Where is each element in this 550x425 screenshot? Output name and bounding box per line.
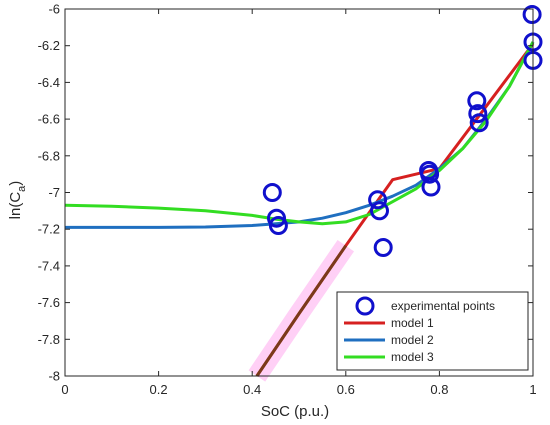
legend-label-experimental-points: experimental points <box>391 299 495 313</box>
data-point <box>420 164 440 184</box>
y-tick-label: -8 <box>48 369 60 384</box>
y-tick-label: -6.6 <box>38 112 60 127</box>
data-point <box>468 104 488 124</box>
data-point <box>467 91 487 111</box>
x-tick-label: 0.4 <box>243 382 261 397</box>
x-tick-label: 0.8 <box>430 382 448 397</box>
points-layer <box>262 5 543 257</box>
data-point <box>262 183 282 202</box>
y-tick-label: -6.8 <box>38 148 60 163</box>
data-point <box>522 5 542 24</box>
lines-layer <box>64 41 535 377</box>
data-point <box>370 201 389 221</box>
ticks-layer: 0 0.2 0.4 0.6 0.8 1 -6 -6.2 -6.4 -6.6 -6.8 -7 -7.2 -7… <box>38 2 537 398</box>
legend-marker-experimental-points <box>355 296 375 316</box>
legend-label-model-3: model 3 <box>391 350 434 364</box>
y-tick-label: -7.2 <box>38 222 60 237</box>
series-line-model-3 <box>64 41 535 226</box>
legend: experimental points model 1 model 2 mode… <box>336 291 529 371</box>
y-tick-label: -6.4 <box>38 75 60 90</box>
y-axis-label: ln(Ca) <box>7 181 28 220</box>
x-tick-label: 0.6 <box>337 382 355 397</box>
y-tick-label: -6 <box>48 2 60 17</box>
legend-label-model-2: model 2 <box>391 333 434 347</box>
x-tick-label: 0 <box>61 382 68 397</box>
data-point <box>368 190 388 210</box>
y-tick-label: -6.2 <box>38 38 60 53</box>
data-point <box>469 113 489 133</box>
y-tick-label: -7.8 <box>38 332 60 347</box>
data-point <box>268 216 288 235</box>
y-tick-label: -7.4 <box>38 258 60 273</box>
model-1-lower-segment <box>255 244 348 377</box>
data-point <box>373 238 393 257</box>
x-tick-label: 0.2 <box>150 382 168 397</box>
x-axis-label: SoC (p.u.) <box>261 403 329 420</box>
x-tick-label: 1 <box>529 382 536 397</box>
data-point <box>421 177 441 197</box>
legend-label-model-1: model 1 <box>391 316 434 330</box>
data-point <box>267 208 286 228</box>
y-tick-label: -7.6 <box>38 295 60 310</box>
y-tick-label: -7 <box>48 185 60 200</box>
